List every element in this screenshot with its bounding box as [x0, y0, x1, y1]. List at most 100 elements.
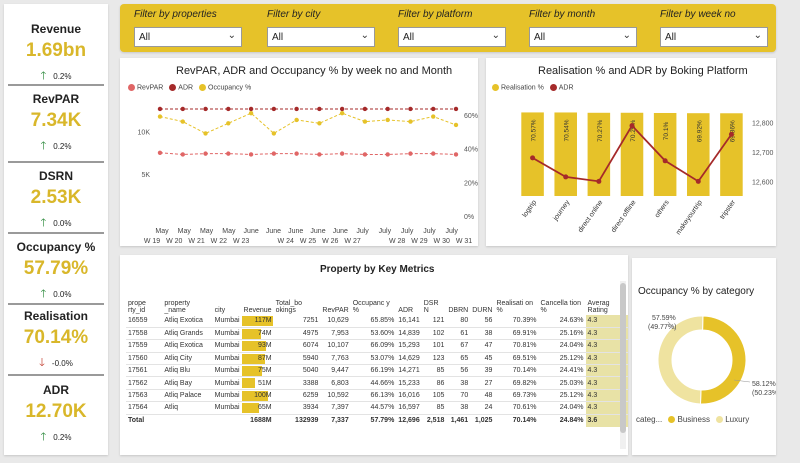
- bar-others[interactable]: [653, 112, 677, 196]
- point-adr[interactable]: [728, 131, 734, 137]
- point-adr[interactable]: [563, 174, 569, 180]
- filter-dropdown[interactable]: All ⌄: [267, 27, 375, 47]
- point-adr[interactable]: [203, 106, 208, 112]
- column-header-total-bo-okings[interactable]: Total_bo okings: [275, 300, 303, 314]
- table-scrollbar[interactable]: [620, 281, 626, 449]
- point-occupancy[interactable]: [431, 114, 436, 119]
- point-occupancy[interactable]: [453, 122, 459, 128]
- point-occupancy[interactable]: [408, 119, 413, 124]
- point-occupancy[interactable]: [248, 110, 254, 116]
- table-row[interactable]: 17564 Atliq Mumbai 65M 3934 7,397 44.57% 16,597…: [126, 401, 628, 415]
- donut-slice-business[interactable]: [699, 315, 747, 405]
- table-scrollbar-thumb[interactable]: [620, 283, 626, 433]
- column-header-revpar[interactable]: RevPAR: [322, 307, 349, 314]
- filter-value: All: [403, 32, 415, 43]
- point-adr[interactable]: [408, 106, 413, 112]
- point-revpar[interactable]: [339, 151, 345, 156]
- chevron-down-icon[interactable]: ⌄: [753, 30, 762, 41]
- point-adr[interactable]: [317, 106, 322, 112]
- legend-revpar: RevPAR: [137, 84, 164, 92]
- point-revpar[interactable]: [271, 151, 277, 156]
- cell-prope-rty-id: 17558: [126, 327, 163, 341]
- kpi-divider: [8, 232, 104, 234]
- column-header-realisati-on[interactable]: Realisati on %: [496, 300, 534, 314]
- table-total-row[interactable]: Total 1688M 132939 7,337 57.79% 12,696 2,518 1,…: [126, 413, 628, 427]
- point-adr[interactable]: [662, 158, 668, 164]
- chevron-down-icon[interactable]: ⌄: [360, 30, 369, 41]
- bar-journey[interactable]: [554, 112, 577, 196]
- chevron-down-icon[interactable]: ⌄: [491, 30, 500, 41]
- donut-slice-luxury[interactable]: [657, 315, 704, 405]
- point-revpar[interactable]: [203, 151, 208, 156]
- point-adr[interactable]: [530, 155, 536, 161]
- table-row[interactable]: 16559 Atliq Exotica Mumbai 117M 7251 10,629 65…: [126, 315, 628, 328]
- point-occupancy[interactable]: [362, 119, 368, 124]
- point-adr[interactable]: [180, 106, 185, 112]
- filter-dropdown[interactable]: All ⌄: [529, 27, 637, 47]
- column-header-cancella-tion[interactable]: Cancella tion %: [540, 300, 581, 314]
- point-revpar[interactable]: [385, 152, 390, 157]
- point-occupancy[interactable]: [271, 131, 277, 136]
- point-occupancy[interactable]: [203, 131, 208, 136]
- chevron-down-icon[interactable]: ⌄: [622, 30, 631, 41]
- point-adr[interactable]: [431, 106, 436, 112]
- point-adr[interactable]: [385, 106, 390, 112]
- column-header-prope-rty-id[interactable]: prope rty_id: [128, 300, 146, 314]
- column-header-property-name[interactable]: property _name: [164, 300, 191, 314]
- filter-dropdown[interactable]: All ⌄: [134, 27, 242, 47]
- table-row[interactable]: 17560 Atliq City Mumbai 87M 5940 7,763 53.07% 1…: [126, 352, 628, 366]
- revenue-bar: [241, 316, 273, 326]
- point-occupancy[interactable]: [339, 110, 345, 116]
- bar-tripster[interactable]: [720, 113, 743, 196]
- point-revpar[interactable]: [180, 152, 185, 157]
- point-adr[interactable]: [453, 106, 459, 112]
- table-row[interactable]: 17558 Atliq Grands Mumbai 74M 4975 7,953 53.60…: [126, 327, 628, 341]
- column-header-dbrn[interactable]: DBRN: [448, 307, 469, 314]
- bar-makeyourtrip[interactable]: [687, 113, 710, 196]
- table-row[interactable]: 17563 Atliq Palace Mumbai 100M 6259 10,592 66.…: [126, 389, 628, 403]
- point-occupancy[interactable]: [157, 114, 163, 119]
- cell-dbrn: 1,461: [446, 413, 471, 427]
- column-header-durn[interactable]: DURN: [472, 307, 493, 314]
- bar-logtrip[interactable]: [521, 112, 544, 196]
- point-adr[interactable]: [596, 178, 602, 184]
- cell-cancella-tion: 25.12%: [538, 389, 586, 403]
- point-revpar[interactable]: [157, 150, 163, 155]
- column-header-averag-rating[interactable]: Averag Rating: [587, 300, 610, 314]
- point-revpar[interactable]: [248, 152, 254, 157]
- point-revpar[interactable]: [453, 152, 459, 157]
- point-revpar[interactable]: [431, 151, 436, 156]
- point-revpar[interactable]: [317, 152, 322, 157]
- point-adr[interactable]: [362, 106, 368, 112]
- point-occupancy[interactable]: [226, 121, 231, 126]
- point-revpar[interactable]: [362, 152, 368, 157]
- point-adr[interactable]: [695, 178, 701, 184]
- point-occupancy[interactable]: [317, 121, 322, 126]
- bar-direct-online[interactable]: [587, 112, 611, 196]
- point-revpar[interactable]: [294, 151, 299, 156]
- chevron-down-icon[interactable]: ⌄: [227, 30, 236, 41]
- table-row[interactable]: 17561 Atliq Blu Mumbai 75M 5040 9,447 66.19% 14…: [126, 364, 628, 378]
- column-header-adr[interactable]: ADR: [398, 307, 414, 314]
- column-header-occupanc-y[interactable]: Occupanc y %: [352, 300, 390, 314]
- point-adr[interactable]: [157, 106, 163, 112]
- filter-dropdown[interactable]: All ⌄: [398, 27, 506, 47]
- table-row[interactable]: 17562 Atliq Bay Mumbai 51M 3388 6,803 44.66% 15…: [126, 376, 628, 390]
- point-occupancy[interactable]: [180, 119, 185, 124]
- point-adr[interactable]: [248, 106, 254, 112]
- point-adr[interactable]: [339, 106, 345, 112]
- table-row[interactable]: 17559 Atliq Exotica Mumbai 93M 6074 10,107 66.…: [126, 339, 628, 353]
- point-occupancy[interactable]: [385, 117, 390, 123]
- cell-total-bo-okings: 3934: [273, 401, 321, 415]
- point-revpar[interactable]: [226, 151, 231, 156]
- point-revpar[interactable]: [408, 151, 413, 156]
- point-adr[interactable]: [294, 106, 299, 112]
- filter-dropdown[interactable]: All ⌄: [660, 27, 768, 47]
- point-adr[interactable]: [271, 106, 277, 112]
- point-adr[interactable]: [226, 106, 231, 112]
- column-header-revenue[interactable]: Revenue: [243, 307, 272, 314]
- column-header-city[interactable]: city: [214, 307, 226, 314]
- point-occupancy[interactable]: [294, 117, 299, 123]
- point-adr[interactable]: [629, 123, 635, 129]
- column-header-dsr-n[interactable]: DSR N: [423, 300, 439, 314]
